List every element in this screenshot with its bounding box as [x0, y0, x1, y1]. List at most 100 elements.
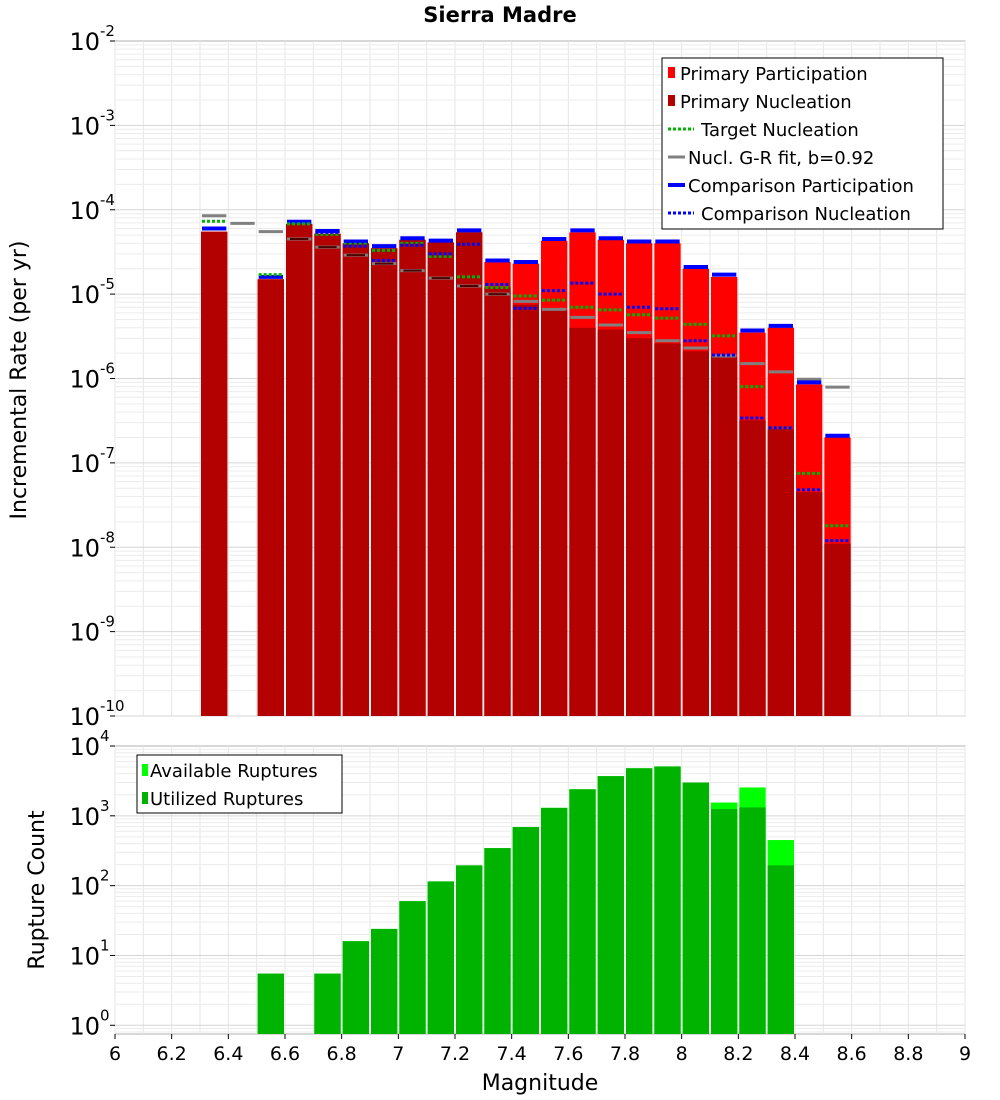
x-tick-label: 8 — [676, 1043, 688, 1065]
bar-utilized-ruptures — [456, 865, 483, 1034]
rate-y-ticks: 10-210-310-410-510-610-710-810-910-10 — [69, 22, 124, 731]
bar-utilized-ruptures — [399, 901, 426, 1034]
bar-primary-nucleation — [682, 351, 709, 716]
bar-utilized-ruptures — [711, 809, 738, 1034]
y-tick-exponent: -4 — [100, 191, 115, 209]
bar-primary-nucleation — [739, 420, 766, 716]
rate-y-axis-label: Incremental Rate (per yr) — [7, 241, 32, 520]
y-tick-label: 10 — [69, 733, 100, 761]
legend-swatch-utilized-ruptures — [142, 792, 148, 804]
y-tick-label: 10 — [69, 703, 100, 731]
legend-label-gr-fit: Nucl. G-R fit, b=0.92 — [688, 148, 874, 169]
x-tick-label: 8.8 — [893, 1043, 923, 1065]
legend-label-comparison-participation: Comparison Participation — [688, 176, 914, 197]
y-tick-label: 10 — [69, 1012, 100, 1040]
rate-panel: 10-210-310-410-510-610-710-810-910-10 In… — [7, 22, 966, 731]
bar-utilized-ruptures — [682, 782, 709, 1034]
x-tick-label: 6.8 — [327, 1043, 357, 1065]
x-axis-label: Magnitude — [482, 1071, 599, 1096]
bar-utilized-ruptures — [597, 776, 624, 1034]
y-tick-label: 10 — [69, 803, 100, 831]
legend-label-primary-participation: Primary Participation — [680, 64, 868, 85]
bar-primary-nucleation — [541, 309, 568, 716]
y-tick-label: 10 — [69, 619, 100, 647]
bar-utilized-ruptures — [654, 766, 681, 1034]
y-tick-exponent: -9 — [100, 613, 115, 631]
y-tick-label: 10 — [69, 366, 100, 394]
y-tick-exponent: -7 — [100, 444, 115, 462]
rate-legend: Primary Participation Primary Nucleation… — [661, 57, 944, 230]
legend-swatch-primary-nucleation — [668, 95, 675, 106]
legend-label-primary-nucleation: Primary Nucleation — [680, 92, 852, 113]
bar-primary-nucleation — [371, 248, 398, 717]
legend-swatch-primary-participation — [668, 67, 675, 78]
legend-swatch-available-ruptures — [142, 764, 148, 776]
bar-primary-nucleation — [824, 543, 851, 716]
bar-utilized-ruptures — [314, 973, 341, 1034]
y-tick-exponent: -6 — [100, 360, 115, 378]
x-tick-label: 7.2 — [440, 1043, 470, 1065]
y-tick-label: 10 — [69, 112, 100, 140]
x-tick-label: 6 — [109, 1043, 121, 1065]
rate-bars — [201, 223, 851, 717]
x-tick-label: 6.6 — [270, 1043, 300, 1065]
bar-primary-nucleation — [796, 492, 823, 716]
y-tick-exponent: 4 — [100, 727, 110, 745]
chart-title: Sierra Madre — [423, 3, 576, 27]
bar-primary-nucleation — [456, 232, 483, 716]
bar-primary-nucleation — [767, 429, 794, 716]
bar-utilized-ruptures — [739, 807, 766, 1034]
count-y-axis-label: Rupture Count — [25, 810, 50, 970]
bar-primary-nucleation — [399, 239, 426, 716]
x-tick-label: 7.8 — [610, 1043, 640, 1065]
y-tick-exponent: 0 — [100, 1006, 110, 1024]
x-tick-label: 7.6 — [553, 1043, 583, 1065]
rate-markers — [202, 214, 850, 543]
rate-legend-box — [661, 57, 944, 230]
legend-label-utilized-ruptures: Utilized Ruptures — [150, 789, 303, 810]
bar-utilized-ruptures — [541, 807, 568, 1034]
y-tick-exponent: -5 — [100, 275, 115, 293]
bar-primary-nucleation — [314, 233, 341, 716]
bar-utilized-ruptures — [484, 848, 511, 1034]
y-tick-exponent: 3 — [100, 797, 110, 815]
count-bars — [257, 766, 794, 1034]
magnitude-x-ticks: 6 6.2 6.4 6.6 6.8 7 7.2 7.4 7.6 7.8 8 8.2 8.4 8.6 8.8 9 — [109, 1034, 971, 1065]
bar-primary-nucleation — [711, 356, 738, 716]
y-tick-label: 10 — [69, 28, 100, 56]
y-tick-label: 10 — [69, 197, 100, 225]
x-tick-label: 8.2 — [723, 1043, 753, 1065]
y-tick-exponent: 2 — [100, 867, 110, 885]
legend-label-available-ruptures: Available Ruptures — [150, 761, 318, 782]
x-tick-label: 6.2 — [157, 1043, 187, 1065]
bar-primary-nucleation — [484, 287, 511, 716]
y-tick-label: 10 — [69, 942, 100, 970]
bar-primary-nucleation — [342, 243, 369, 717]
bar-utilized-ruptures — [767, 865, 794, 1034]
bar-utilized-ruptures — [257, 973, 284, 1034]
bar-utilized-ruptures — [342, 941, 369, 1034]
y-tick-label: 10 — [69, 534, 100, 562]
x-tick-label: 7 — [392, 1043, 404, 1065]
x-tick-label: 8.6 — [837, 1043, 867, 1065]
bar-primary-nucleation — [626, 338, 653, 716]
bar-utilized-ruptures — [427, 881, 454, 1034]
legend-label-target-nucleation: Target Nucleation — [700, 120, 859, 141]
y-tick-label: 10 — [69, 281, 100, 309]
bar-primary-nucleation — [512, 304, 539, 716]
bar-primary-nucleation — [201, 231, 228, 716]
y-tick-exponent: -8 — [100, 528, 115, 546]
count-legend: Available Ruptures Utilized Ruptures — [136, 754, 343, 814]
y-tick-label: 10 — [69, 450, 100, 478]
bar-primary-nucleation — [654, 343, 681, 716]
bar-utilized-ruptures — [371, 928, 398, 1034]
y-tick-exponent: -3 — [100, 106, 115, 124]
bar-utilized-ruptures — [626, 768, 653, 1034]
bar-primary-nucleation — [427, 242, 454, 716]
legend-label-comparison-nucleation: Comparison Nucleation — [701, 204, 911, 225]
x-tick-label: 6.4 — [213, 1043, 243, 1065]
x-tick-label: 9 — [959, 1043, 971, 1065]
bar-primary-nucleation — [597, 329, 624, 716]
